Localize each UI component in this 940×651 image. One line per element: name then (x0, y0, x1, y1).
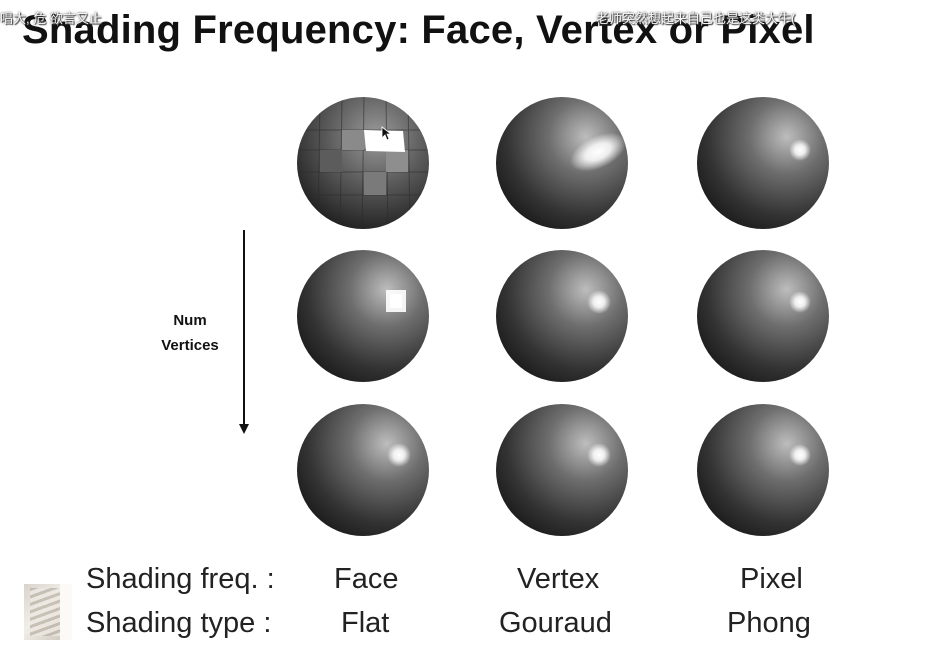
arrow-down-icon (239, 424, 249, 434)
sphere-gouraud-high (496, 404, 628, 536)
sphere-gouraud-low (496, 97, 628, 229)
sphere-phong-mid (697, 250, 829, 382)
presenter-video-thumbnail (24, 584, 72, 640)
sphere-phong-low (697, 97, 829, 229)
type-phong: Phong (727, 607, 811, 639)
num-vertices-arrow-line (243, 230, 245, 426)
freq-pixel: Pixel (740, 563, 803, 595)
shading-freq-label: Shading freq. : (86, 563, 275, 595)
shading-type-label: Shading type : (86, 607, 272, 639)
sphere-flat-mid (297, 250, 429, 382)
slide-title: Shading Frequency: Face, Vertex or Pixel (22, 8, 815, 52)
sphere-flat-high (297, 404, 429, 536)
sphere-gouraud-mid (496, 250, 628, 382)
danmaku-comment-left: 唱大, 危 欲言又止 (0, 11, 102, 26)
type-flat: Flat (341, 607, 390, 639)
danmaku-comment-right: 老师突然想起来自己也是这类大牛( (596, 11, 796, 26)
sphere-grid (297, 97, 829, 536)
sphere-phong-high (697, 404, 829, 536)
axis-label-line1: Num (173, 312, 207, 329)
freq-face: Face (334, 563, 399, 595)
sphere-flat-low (297, 97, 429, 229)
num-vertices-label: Num Vertices (150, 308, 230, 358)
freq-vertex: Vertex (517, 563, 600, 595)
mouse-pointer-icon (381, 126, 393, 141)
type-gouraud: Gouraud (499, 607, 612, 639)
axis-label-line2: Vertices (161, 337, 219, 354)
